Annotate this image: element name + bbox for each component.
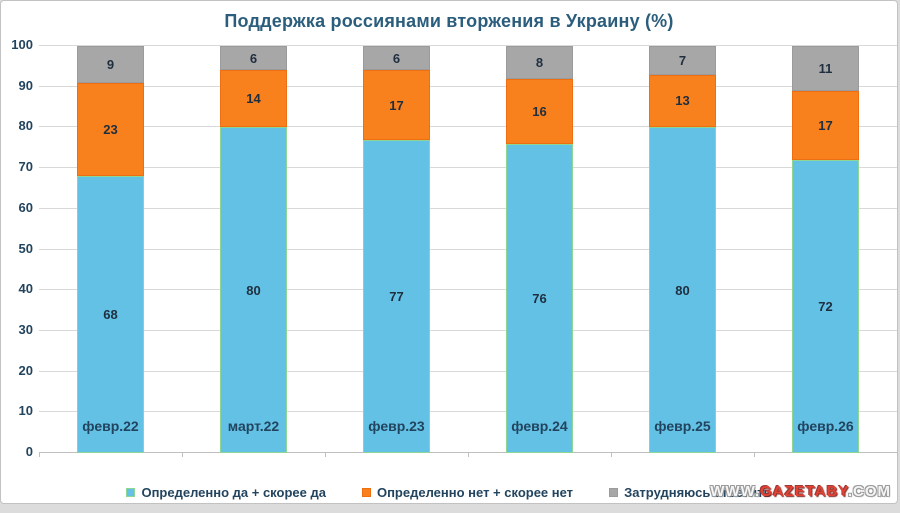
legend-item-no: Определенно нет + скорее нет bbox=[361, 485, 574, 500]
watermark-prefix: WWW. bbox=[710, 483, 761, 500]
bar-value-label: 9 bbox=[106, 56, 115, 72]
y-tick-label-50: 50 bbox=[18, 240, 33, 256]
x-axis-tick bbox=[325, 453, 326, 457]
bar-segment-февр.23-series1: 17 bbox=[363, 70, 430, 140]
watermark-suffix: .COM bbox=[847, 483, 891, 500]
gridline-30 bbox=[39, 329, 897, 331]
bar-segment-март.22-series0: 80 bbox=[220, 127, 287, 453]
y-tick-label-10: 10 bbox=[18, 403, 33, 419]
y-tick-label-80: 80 bbox=[18, 118, 33, 134]
watermark-brand: GAZETABY bbox=[760, 483, 848, 500]
plot-area: 68 23 9 80 14 6 77 17 6 76 16 8 80 13 7 72 17 11 bbox=[39, 45, 898, 457]
bar-segment-февр.26-series0: 72 bbox=[792, 159, 859, 453]
bar-value-label: 80 bbox=[246, 282, 261, 298]
bar-value-label: 72 bbox=[818, 298, 833, 314]
bar-value-label: 17 bbox=[818, 117, 833, 133]
bar-segment-март.22-series1: 14 bbox=[220, 70, 287, 128]
legend-label-undecided: Затрудняюсь ответить bbox=[624, 485, 772, 500]
x-axis-tick bbox=[39, 453, 40, 457]
legend-swatch-no-icon bbox=[361, 488, 371, 497]
bar-value-label: 14 bbox=[246, 91, 261, 107]
y-tick-label-70: 70 bbox=[18, 159, 33, 175]
bar-segment-февр.25-series2: 7 bbox=[649, 46, 716, 75]
bar-segment-февр.26-series1: 17 bbox=[792, 90, 859, 160]
bar-segment-февр.24-series0: 76 bbox=[506, 143, 573, 453]
chart-title: Поддержка россиянами вторжения в Украину… bbox=[224, 11, 674, 31]
x-axis-tick bbox=[754, 453, 755, 457]
bar-value-label: 76 bbox=[532, 290, 547, 306]
x-category-label-февр.24: февр.24 bbox=[511, 418, 568, 434]
bar-segment-февр.26-series2: 11 bbox=[792, 46, 859, 91]
x-category-label-февр.25: февр.25 bbox=[654, 418, 711, 434]
x-axis-tick bbox=[897, 453, 898, 457]
bar-value-label: 6 bbox=[249, 50, 258, 66]
gridline-80 bbox=[39, 126, 897, 128]
gridline-70 bbox=[39, 167, 897, 169]
bar-value-label: 68 bbox=[103, 307, 118, 323]
legend-label-yes: Определенно да + скорее да bbox=[141, 485, 326, 500]
gridline-50 bbox=[39, 248, 897, 250]
bar-segment-февр.24-series2: 8 bbox=[506, 46, 573, 79]
bar-value-label: 16 bbox=[532, 103, 547, 119]
bar-segment-март.22-series2: 6 bbox=[220, 46, 287, 71]
bar-value-label: 6 bbox=[392, 50, 401, 66]
y-tick-label-20: 20 bbox=[18, 362, 33, 378]
y-tick-label-30: 30 bbox=[18, 321, 33, 337]
bar-segment-февр.22-series1: 23 bbox=[77, 82, 144, 177]
x-axis-tick bbox=[468, 453, 469, 457]
bar-value-label: 11 bbox=[818, 60, 833, 76]
bar-segment-февр.23-series0: 77 bbox=[363, 139, 430, 453]
x-category-label-февр.22: февр.22 bbox=[82, 418, 139, 434]
gridline-0 bbox=[39, 452, 897, 453]
legend-label-no: Определенно нет + скорее нет bbox=[376, 485, 574, 500]
page-background-strip bbox=[0, 505, 900, 513]
legend-item-undecided: Затрудняюсь ответить bbox=[609, 485, 772, 500]
gridline-10 bbox=[39, 411, 897, 413]
x-category-label-февр.23: февр.23 bbox=[368, 418, 425, 434]
y-tick-label-60: 60 bbox=[18, 199, 33, 215]
bar-segment-февр.22-series0: 68 bbox=[77, 176, 144, 453]
x-category-label-февр.26: февр.26 bbox=[797, 418, 854, 434]
legend-swatch-yes-icon bbox=[126, 488, 136, 497]
bar-value-label: 7 bbox=[678, 52, 687, 68]
x-axis-tick bbox=[182, 453, 183, 457]
bar-value-label: 13 bbox=[675, 93, 690, 109]
gridline-90 bbox=[39, 85, 897, 87]
y-tick-label-100: 100 bbox=[11, 37, 33, 52]
bar-value-label: 17 bbox=[389, 97, 404, 113]
legend-swatch-undecided-icon bbox=[609, 488, 619, 497]
x-axis-tick bbox=[611, 453, 612, 457]
bar-segment-февр.24-series1: 16 bbox=[506, 78, 573, 144]
x-category-label-март.22: март.22 bbox=[227, 418, 280, 434]
bar-segment-февр.25-series1: 13 bbox=[649, 74, 716, 128]
legend-item-yes: Определенно да + скорее да bbox=[126, 485, 326, 500]
bar-value-label: 23 bbox=[103, 121, 118, 137]
watermark: WWW.GAZETABY.COM bbox=[710, 483, 891, 500]
bar-value-label: 8 bbox=[535, 54, 544, 70]
gridline-20 bbox=[39, 370, 897, 372]
y-tick-label-40: 40 bbox=[18, 281, 33, 297]
bar-segment-февр.22-series2: 9 bbox=[77, 46, 144, 83]
bar-value-label: 80 bbox=[675, 282, 690, 298]
gridline-40 bbox=[39, 289, 897, 291]
bar-segment-февр.25-series0: 80 bbox=[649, 127, 716, 453]
y-tick-label-0: 0 bbox=[25, 444, 33, 459]
gridline-100 bbox=[39, 45, 897, 46]
legend: Определенно да + скорее да Определенно н… bbox=[1, 485, 897, 500]
bar-value-label: 77 bbox=[389, 288, 404, 304]
y-tick-label-90: 90 bbox=[18, 77, 33, 93]
gridline-60 bbox=[39, 207, 897, 209]
bar-segment-февр.23-series2: 6 bbox=[363, 46, 430, 71]
